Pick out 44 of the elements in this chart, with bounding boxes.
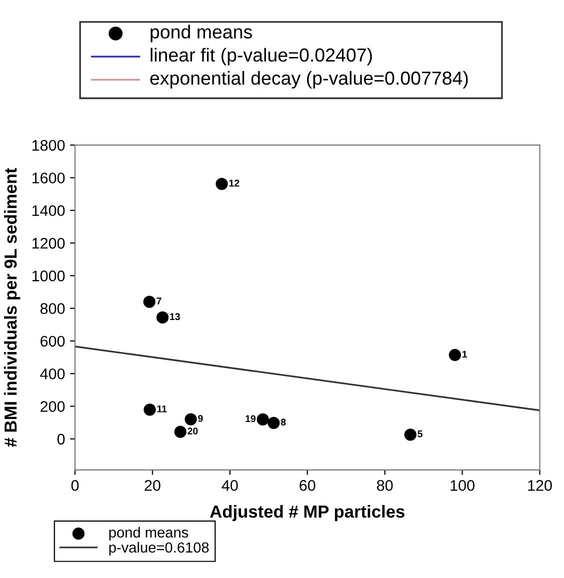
text: pond means (150, 24, 252, 42)
text: linear fit (p-value=0.02407) (150, 48, 372, 66)
y-tick-label: 1800 (32, 140, 65, 151)
annotation: 19 (246, 415, 256, 422)
annotation: 5 (418, 430, 422, 438)
y-tick-label: 1400 (32, 205, 65, 216)
text: exponential decay (p-value=0.007784) (150, 71, 468, 89)
point (174, 426, 186, 438)
x-tick-label: 60 (300, 480, 316, 491)
x-tick-label: 120 (528, 480, 552, 491)
annotation: 13 (170, 313, 180, 320)
point (143, 296, 156, 308)
x-tick-label: 40 (222, 480, 238, 491)
point (448, 348, 462, 362)
x-axis-title: Adjusted # MP particles (210, 504, 404, 522)
point (156, 311, 169, 324)
y-tick-label: 800 (40, 303, 65, 314)
point (268, 416, 280, 429)
y-axis-title: # BMI individuals per 9L sediment (4, 168, 20, 447)
point (256, 413, 269, 426)
y-tick-label: 0 (57, 434, 65, 445)
y-tick-label: 1200 (32, 238, 65, 249)
legend-label: p-value=0.6108 (109, 542, 209, 556)
annotation: 9 (198, 415, 203, 422)
point (144, 404, 156, 416)
annotation: 12 (229, 180, 240, 186)
legend-label: pond means (109, 526, 188, 540)
point (216, 178, 228, 190)
y-tick-label: 1000 (32, 270, 65, 282)
annotation: 20 (188, 428, 198, 434)
x-tick-label: 80 (377, 480, 393, 491)
annotation: 8 (280, 418, 286, 426)
x-tick-label: 100 (450, 480, 474, 491)
y-tick-label: 600 (40, 336, 65, 347)
annotation: 7 (156, 298, 162, 304)
y-tick-label: 200 (40, 401, 65, 412)
x-tick-label: 0 (71, 480, 79, 491)
y-tick-label: 1600 (32, 172, 65, 184)
point (404, 428, 416, 441)
annotation: 1 (462, 350, 468, 358)
x-tick-label: 20 (144, 480, 160, 491)
y-tick-label: 400 (40, 368, 65, 380)
point (184, 413, 197, 426)
annotation: 11 (157, 406, 167, 412)
